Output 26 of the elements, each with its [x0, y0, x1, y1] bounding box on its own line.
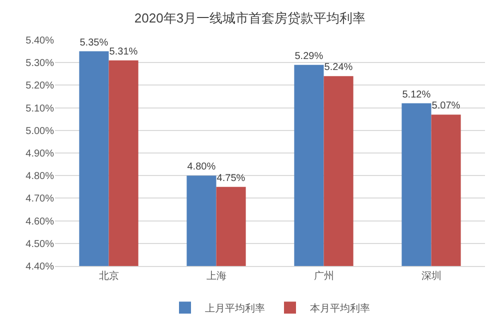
data-label: 4.80%	[187, 162, 216, 173]
data-label: 4.75%	[216, 172, 246, 184]
y-tick-label: 4.90%	[26, 148, 54, 160]
x-tick-label: 深圳	[421, 270, 442, 282]
y-tick-label: 4.40%	[26, 262, 54, 272]
data-label: 5.31%	[109, 46, 138, 58]
data-label: 5.29%	[294, 50, 324, 62]
y-tick-label: 5.00%	[26, 126, 54, 137]
data-label: 5.07%	[432, 100, 460, 112]
y-tick-label: 4.70%	[26, 194, 54, 205]
y-tick-label: 4.60%	[26, 216, 54, 228]
x-tick-label: 广州	[314, 270, 334, 282]
y-tick-label: 5.40%	[26, 36, 54, 46]
y-tick-label: 5.30%	[26, 58, 54, 70]
y-tick-label: 5.10%	[26, 103, 54, 114]
data-label: 5.35%	[80, 37, 108, 48]
x-tick-label: 上海	[206, 270, 226, 282]
y-tick-label: 4.80%	[26, 171, 54, 182]
data-label: 5.24%	[324, 62, 353, 74]
y-tick-label: 5.20%	[26, 80, 54, 92]
y-tick-label: 4.50%	[26, 238, 54, 250]
x-tick-label: 北京	[98, 270, 119, 282]
legend-label: 本月平均利率	[310, 302, 370, 315]
legend-label: 上月平均利率	[205, 302, 265, 315]
data-label: 5.12%	[402, 89, 431, 100]
chart-title: 2020年3月一线城市首套房贷款平均利率	[134, 10, 366, 26]
